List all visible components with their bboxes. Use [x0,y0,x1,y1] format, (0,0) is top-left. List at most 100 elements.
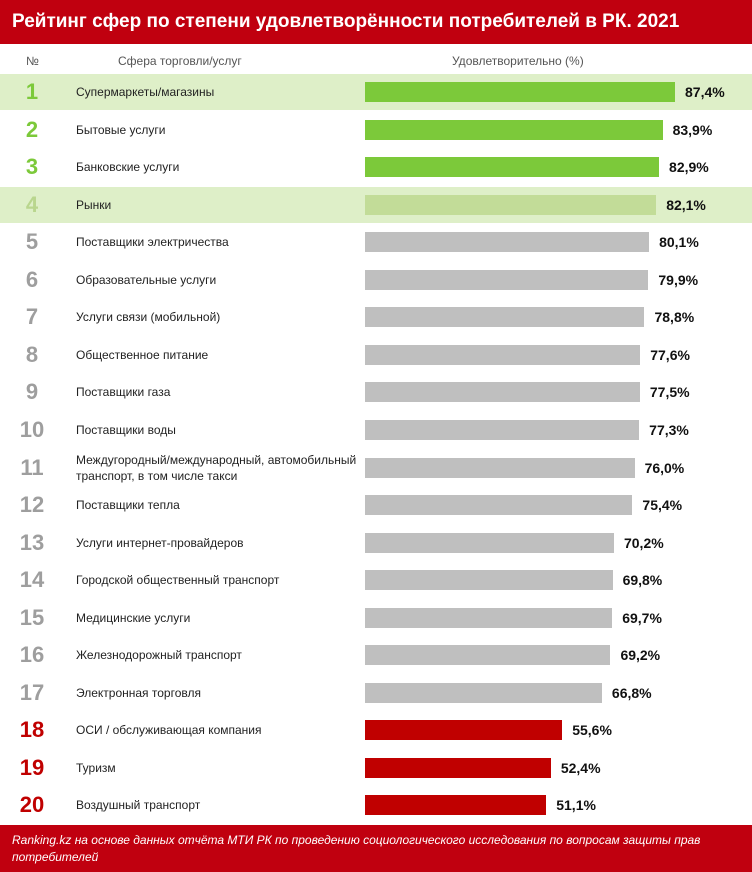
value-label: 82,1% [666,196,706,213]
rank-column-header: № [26,54,39,68]
bar [365,495,633,516]
value-label: 69,8% [622,572,663,589]
rank-number: 5 [25,229,39,255]
bar [365,269,649,290]
chart-row: 1 Супермаркеты/магазины 87,4% [0,74,752,110]
chart-row: 16 Железнодорожный транспорт 69,2% [0,637,752,673]
value-label: 76,0% [644,459,685,476]
chart-row: 13 Услуги интернет-провайдеров 70,2% [0,525,752,561]
category-label: Поставщики воды [76,422,176,437]
value-label: 83,9% [672,121,713,138]
bar [365,82,675,102]
rank-number: 10 [19,416,45,442]
rank-number: 15 [19,604,45,630]
chart-row: 4 Рынки 82,1% [0,186,752,223]
category-label: Супермаркеты/магазины [76,85,215,99]
category-label: Железнодорожный транспорт [76,648,242,663]
rank-number: 16 [19,642,45,668]
chart-title: Рейтинг сфер по степени удовлетворённост… [12,11,680,32]
category-label: Медицинские услуги [76,610,191,625]
rank-number: 11 [20,454,44,480]
bar [365,419,640,440]
bar [365,757,551,778]
category-label: Услуги связи (мобильной) [76,310,221,325]
rank-number: 9 [25,379,39,405]
value-label: 70,2% [623,534,664,551]
bar [365,532,614,553]
chart-row: 7 Услуги связи (мобильной) 78,8% [0,299,752,335]
bar-chart: 1 Супермаркеты/магазины 87,4% 2 Бытовые услу… [0,74,752,825]
chart-row: 20 Воздушный транспорт 51,1% [0,787,752,823]
rank-number: 6 [25,266,39,292]
bar [365,645,611,666]
value-label: 87,4% [685,84,725,100]
rank-number: 7 [25,304,39,330]
category-label: Образовательные услуги [76,272,217,287]
bar [365,157,660,178]
chart-row: 19 Туризм 52,4% [0,750,752,786]
category-label: Воздушный транспорт [76,798,201,813]
chart-row: 17 Электронная торговля 66,8% [0,675,752,711]
source-note: Ranking.kz на основе данных отчёта МТИ Р… [12,833,701,864]
chart-row: 12 Поставщики тепла 75,4% [0,487,752,523]
column-header: № Сфера торговли/услуг Удовлетворительно… [0,48,752,75]
rank-number: 18 [19,717,45,743]
chart-row: 2 Бытовые услуги 83,9% [0,112,752,148]
value-column-header: Удовлетворительно (%) [452,54,584,68]
rank-number: 3 [25,154,39,180]
value-label: 51,1% [556,797,596,814]
category-label: Электронная торговля [76,685,201,700]
rank-number: 19 [19,754,45,780]
category-label: Рынки [76,197,112,212]
chart-row: 9 Поставщики газа 77,5% [0,374,752,410]
value-label: 78,8% [654,309,695,326]
chart-row: 10 Поставщики воды 77,3% [0,412,752,448]
chart-row: 11 Междугородный/международный, автомобил… [0,450,752,486]
chart-row: 5 Поставщики электричества 80,1% [0,224,752,260]
chart-row: 14 Городской общественный транспорт 69,8% [0,562,752,598]
rank-number: 12 [19,492,45,518]
bar [365,607,613,628]
chart-row: 8 Общественное питание 77,6% [0,337,752,373]
category-label: Услуги интернет-провайдеров [76,535,244,550]
category-label: Поставщики газа [76,385,171,400]
value-label: 77,6% [650,346,690,363]
bar [365,119,663,140]
category-label: Поставщики электричества [76,235,229,250]
rank-number: 1 [25,79,39,104]
value-label: 52,4% [560,759,601,776]
value-label: 69,7% [622,609,662,626]
value-label: 77,3% [649,421,689,438]
category-label: ОСИ / обслуживающая компания [76,723,262,738]
value-label: 75,4% [642,497,683,514]
chart-row: 3 Банковские услуги 82,9% [0,149,752,185]
value-label: 82,9% [669,159,709,176]
rank-number: 14 [19,567,45,593]
source-footer: Ranking.kz на основе данных отчёта МТИ Р… [0,825,752,872]
bar [365,457,635,478]
value-label: 69,2% [620,647,661,664]
bar [365,720,563,741]
rank-number: 2 [25,116,39,142]
bar [365,344,641,365]
bar [365,194,657,215]
bar [365,570,613,591]
category-label: Междугородный/международный, автомобильн… [76,452,357,483]
chart-row: 15 Медицинские услуги 69,7% [0,600,752,636]
value-label: 79,9% [658,271,699,288]
category-column-header: Сфера торговли/услуг [118,54,242,68]
bar [365,232,650,253]
title-banner: Рейтинг сфер по степени удовлетворённост… [0,0,752,44]
value-label: 80,1% [659,234,699,251]
bar [365,795,547,816]
value-label: 77,5% [649,384,690,401]
value-label: 66,8% [611,684,652,701]
category-label: Городской общественный транспорт [76,573,280,588]
value-label: 55,6% [572,722,612,739]
rank-number: 8 [25,341,39,367]
bar [365,382,640,403]
category-label: Общественное питание [76,347,209,362]
chart-row: 6 Образовательные услуги 79,9% [0,262,752,298]
bar [365,682,602,703]
rank-number: 17 [19,679,45,705]
